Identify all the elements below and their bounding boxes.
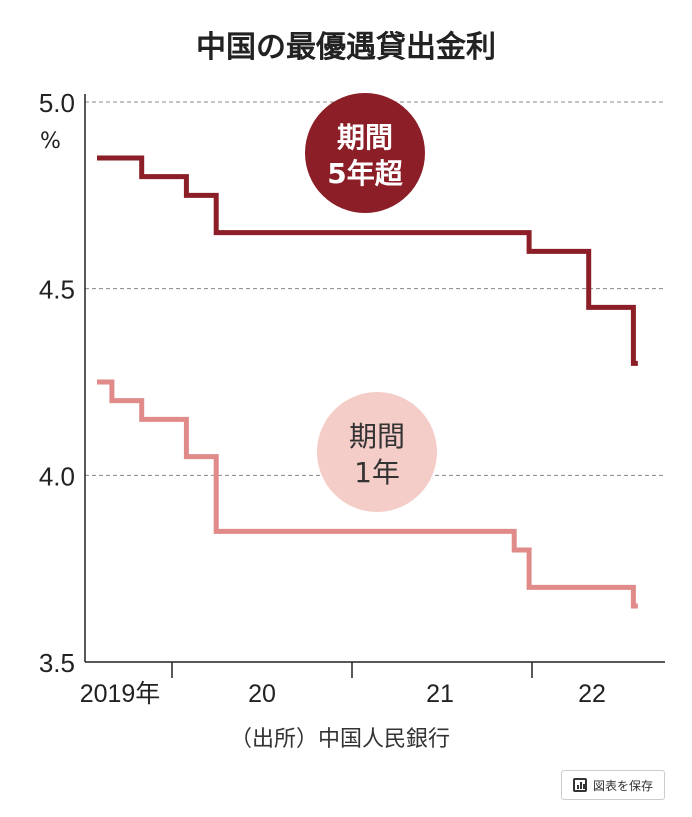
y-unit-label: % [40,129,61,154]
series-label-badge [317,392,437,512]
y-tick-label: 5.0 [39,88,75,118]
source-note: （出所）中国人民銀行 [230,727,450,752]
series-line-1 [97,379,638,609]
y-tick-label: 3.5 [39,648,75,678]
series-label-badge [305,93,425,213]
y-tick-label: 4.5 [39,275,75,305]
x-tick-label: 2019年 [80,680,161,708]
save-chart-label: 図表を保存 [592,778,653,793]
x-tick-label: 20 [248,680,276,708]
x-tick-label: 21 [426,680,454,708]
series-label-text: 期間 [349,420,405,453]
chart-title: 中国の最優遇貸出金利 [196,30,496,65]
series-line-0 [97,155,638,366]
y-tick-label: 4.0 [39,461,75,491]
x-tick-label: 22 [578,680,606,708]
series-label-text: 5年超 [327,157,403,190]
series-label-text: 1年 [354,456,400,489]
bar-chart-icon [572,778,587,792]
series-label-text: 期間 [337,121,393,154]
save-chart-button[interactable]: 図表を保存 [561,770,665,800]
